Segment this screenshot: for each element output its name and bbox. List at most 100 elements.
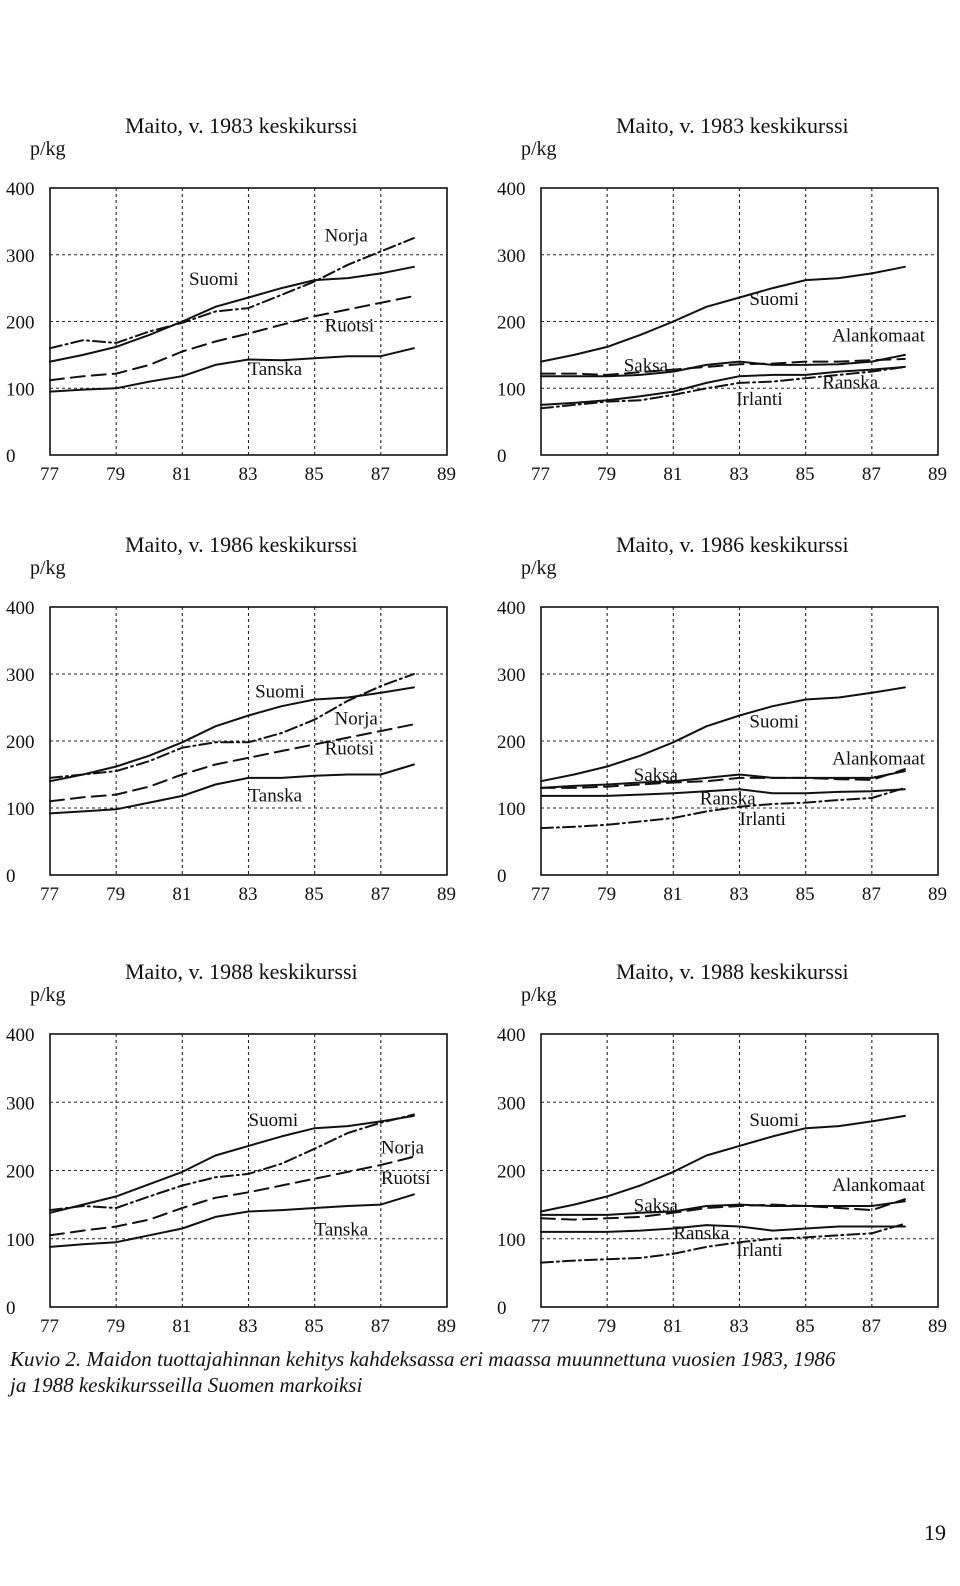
y-tick-label: 300 xyxy=(6,246,35,267)
series-line-suomi xyxy=(49,686,415,783)
series-line-norja xyxy=(49,1113,415,1212)
series-label-alankomaat: Alankomaat xyxy=(832,1175,926,1196)
series-line-tanska xyxy=(49,347,415,393)
chart-panel-6: Maito, v. 1988 keskikurssi p/kg 0 100 200 300… xyxy=(497,959,947,1337)
y-tick-label: 400 xyxy=(497,598,526,619)
y-axis-label: p/kg xyxy=(521,138,557,160)
y-tick-label: 400 xyxy=(6,1025,35,1046)
series-line-alankomaat xyxy=(540,1198,906,1221)
y-tick-label: 0 xyxy=(497,866,507,887)
x-tick-label: 85 xyxy=(305,1316,324,1337)
series-label-suomi: Suomi xyxy=(749,289,799,310)
series-line-ranska xyxy=(540,1224,906,1233)
series-label-saksa: Saksa xyxy=(624,356,669,377)
chart-panel-1: Maito, v. 1983 keskikurssi p/kg 0 100 200 300… xyxy=(6,113,456,485)
series-line-suomi xyxy=(540,1114,906,1213)
series-label-ruotsi: Ruotsi xyxy=(325,738,375,759)
series-line-norja xyxy=(49,673,415,779)
chart-title: Maito, v. 1986 keskikurssi xyxy=(616,532,849,557)
x-tick-label: 79 xyxy=(597,464,616,485)
y-tick-label: 100 xyxy=(6,379,35,400)
y-tick-label: 400 xyxy=(6,179,35,200)
x-tick-label: 83 xyxy=(730,1316,749,1337)
series-label-tanska: Tanska xyxy=(249,785,303,806)
series-label-suomi: Suomi xyxy=(749,1110,799,1131)
series-label-alankomaat: Alankomaat xyxy=(832,326,926,347)
x-tick-label: 81 xyxy=(172,884,191,905)
y-tick-label: 0 xyxy=(6,1298,16,1319)
series-label-suomi: Suomi xyxy=(749,712,799,733)
y-tick-label: 100 xyxy=(497,799,526,820)
y-tick-label: 100 xyxy=(497,379,526,400)
y-axis-label: p/kg xyxy=(30,984,66,1006)
series-label-norja: Norja xyxy=(335,708,379,729)
x-tick-label: 87 xyxy=(862,884,881,905)
y-tick-label: 300 xyxy=(497,246,526,267)
caption-line-2: ja 1988 keskikursseilla Suomen markoiksi xyxy=(7,1373,362,1397)
x-tick-label: 79 xyxy=(597,884,616,905)
y-tick-label: 400 xyxy=(497,1025,526,1046)
series-line-irlanti xyxy=(540,786,906,830)
y-axis-label: p/kg xyxy=(30,138,66,160)
y-tick-label: 0 xyxy=(6,866,16,887)
x-tick-label: 81 xyxy=(172,464,191,485)
chart-title: Maito, v. 1986 keskikurssi xyxy=(125,532,358,557)
series-label-suomi: Suomi xyxy=(255,681,305,702)
caption-line-1: Kuvio 2. Maidon tuottajahinnan kehitys k… xyxy=(9,1347,836,1371)
x-tick-label: 87 xyxy=(862,1316,881,1337)
y-axis-label: p/kg xyxy=(30,557,66,579)
chart-title: Maito, v. 1983 keskikurssi xyxy=(616,113,849,138)
y-tick-label: 100 xyxy=(6,1230,35,1251)
series-label-norja: Norja xyxy=(325,225,369,246)
x-tick-label: 83 xyxy=(239,884,258,905)
page-number: 19 xyxy=(924,1520,946,1545)
y-tick-label: 200 xyxy=(6,1162,35,1183)
series-label-irlanti: Irlanti xyxy=(740,809,786,830)
y-tick-label: 300 xyxy=(6,665,35,686)
x-tick-label: 77 xyxy=(40,1316,59,1337)
series-label-ranska: Ranska xyxy=(700,789,757,810)
series-line-tanska xyxy=(49,763,415,815)
series-line-suomi xyxy=(540,686,906,783)
chart-panel-2: Maito, v. 1983 keskikurssi p/kg 0 100 200 300… xyxy=(497,113,947,485)
series-label-suomi: Suomi xyxy=(189,269,239,290)
x-tick-label: 89 xyxy=(928,884,947,905)
series-line-saksa xyxy=(540,770,906,789)
series-label-ranska: Ranska xyxy=(822,372,879,393)
series-label-irlanti: Irlanti xyxy=(736,389,782,410)
y-tick-label: 100 xyxy=(6,799,35,820)
y-tick-label: 200 xyxy=(6,313,35,334)
y-tick-label: 300 xyxy=(6,1093,35,1114)
chart-title: Maito, v. 1983 keskikurssi xyxy=(125,113,358,138)
chart-panel-4: Maito, v. 1986 keskikurssi p/kg 0 100 200 300… xyxy=(497,532,947,905)
series-line-ruotsi xyxy=(49,295,415,382)
x-tick-label: 85 xyxy=(305,464,324,485)
caption-text: Kuvio 2. Maidon tuottajahinnan kehitys k… xyxy=(7,1347,836,1397)
series-line-irlanti xyxy=(540,365,906,406)
y-tick-label: 200 xyxy=(497,1162,526,1183)
series-label-saksa: Saksa xyxy=(634,1195,679,1216)
x-tick-label: 79 xyxy=(106,464,125,485)
y-tick-label: 0 xyxy=(6,446,16,467)
chart-title: Maito, v. 1988 keskikurssi xyxy=(616,959,849,984)
x-tick-label: 85 xyxy=(796,884,815,905)
chart-panel-3: Maito, v. 1986 keskikurssi p/kg 0 100 200 300… xyxy=(6,532,456,905)
x-tick-label: 79 xyxy=(106,884,125,905)
x-tick-label: 79 xyxy=(597,1316,616,1337)
series-line-saksa xyxy=(540,353,906,378)
series-line-ranska xyxy=(540,788,906,797)
x-tick-label: 85 xyxy=(796,464,815,485)
x-tick-label: 81 xyxy=(663,464,682,485)
x-tick-label: 77 xyxy=(531,1316,550,1337)
x-tick-label: 87 xyxy=(371,1316,390,1337)
y-tick-label: 400 xyxy=(6,598,35,619)
series-label-alankomaat: Alankomaat xyxy=(832,748,926,769)
x-tick-label: 89 xyxy=(928,1316,947,1337)
series-label-irlanti: Irlanti xyxy=(736,1240,782,1261)
series-line-norja xyxy=(49,237,415,350)
series-label-ruotsi: Ruotsi xyxy=(381,1168,431,1189)
x-tick-label: 87 xyxy=(371,884,390,905)
x-tick-label: 77 xyxy=(531,464,550,485)
x-tick-label: 77 xyxy=(531,884,550,905)
x-tick-label: 89 xyxy=(928,464,947,485)
